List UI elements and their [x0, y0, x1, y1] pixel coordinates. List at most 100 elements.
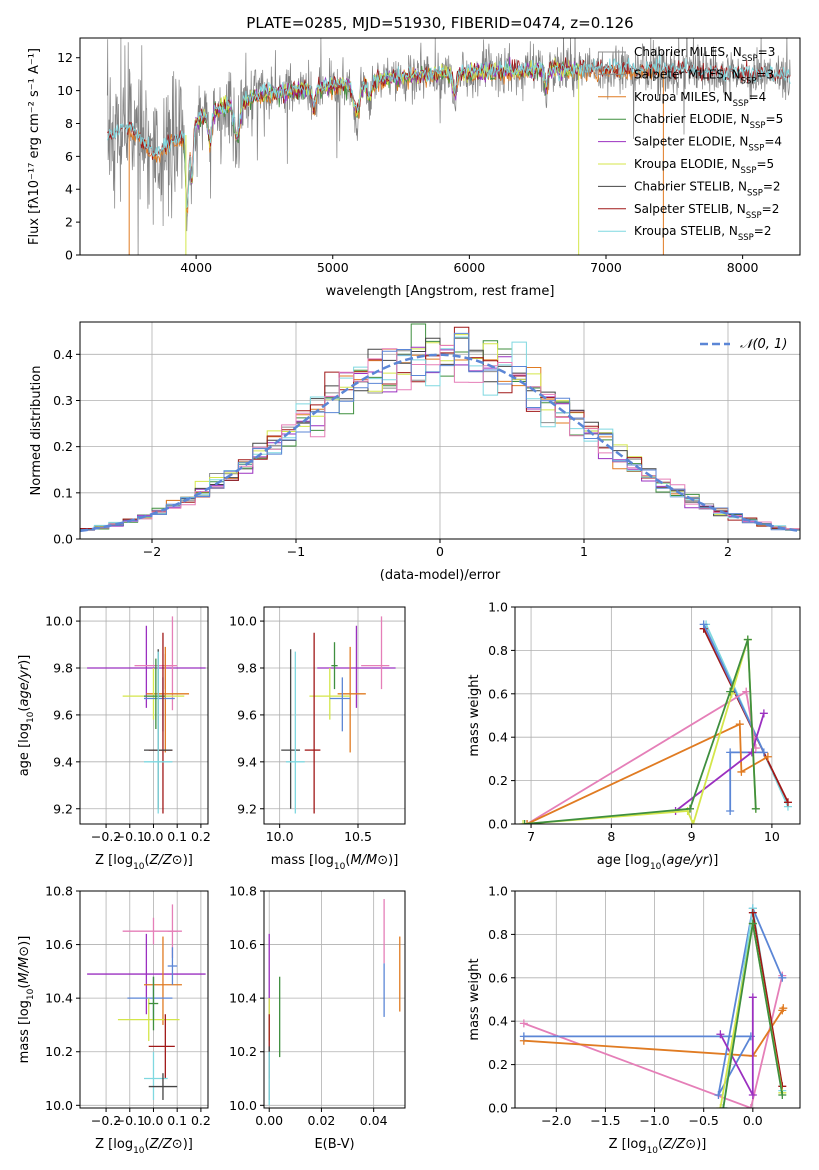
age-vs-metallicity-panel: −0.2−0.10.0 0.1 0.2 9.2 9.4 9.6 9.8 10.0 Z [log1… [17, 606, 211, 872]
y-tick-label: 0.3 [53, 393, 73, 408]
y-tick-label: 9.2 [53, 801, 73, 816]
grid-lines [264, 607, 405, 824]
axes-frame [514, 606, 801, 825]
y-tick-label: 10.2 [45, 1044, 73, 1059]
x-axis-label: age [log10(age/yr)] [597, 853, 719, 872]
weight-marker [748, 908, 757, 917]
y-tick-label: 9.6 [53, 707, 73, 722]
legend-label: Kroupa ELODIE, NSSP=5 [634, 157, 774, 176]
x-tick-label: 0.1 [167, 829, 187, 844]
grid-lines [80, 890, 208, 1108]
y-tick-label: 0.4 [488, 1014, 508, 1029]
x-tick-label: −1.0 [639, 1113, 669, 1128]
y-tick-label: 10.0 [45, 614, 73, 629]
plot-area [80, 323, 800, 533]
x-tick-label: −0.1 [115, 1113, 145, 1128]
y-tick-label: 10.8 [229, 884, 257, 899]
x-tick-label: 7000 [590, 260, 622, 275]
legend-label: Salpeter ELODIE, NSSP=4 [634, 135, 782, 154]
y-tick-label: 10 [57, 83, 73, 98]
weight-marker [726, 748, 735, 757]
y-axis-label: mass weight [467, 674, 482, 756]
plot-area [87, 616, 206, 814]
weight-marker [778, 1090, 787, 1099]
y-tick-label: 0.2 [488, 773, 508, 788]
weight-line [675, 713, 765, 812]
weight-marker [714, 1090, 723, 1099]
x-tick-label: 0.0 [743, 1113, 763, 1128]
legend-label: Kroupa STELIB, NSSP=2 [634, 224, 772, 243]
y-tick-label: 9.2 [237, 801, 257, 816]
weight-line [522, 639, 757, 824]
y-tick-label: 10.0 [45, 1098, 73, 1113]
x-tick-label: −2.0 [541, 1113, 571, 1128]
weight-marker [735, 720, 744, 729]
x-tick-label: −1 [287, 544, 305, 559]
y-tick-label: 9.4 [53, 754, 73, 769]
x-tick-label: 8000 [727, 260, 759, 275]
model-spectrum-line [106, 53, 791, 210]
weight-marker [699, 620, 708, 629]
observed-spectrum-line [106, 38, 791, 255]
mass-weight-vs-age-panel: 7 8 9 10 0.0 0.2 0.4 0.6 0.8 1.0 age [log10(age/yr… [467, 600, 801, 872]
x-tick-label: 2 [724, 544, 732, 559]
y-tick-label: 0.0 [488, 1101, 508, 1116]
mass-vs-metallicity-panel: −0.2−0.10.0 0.1 0.2 10.0 10.2 10.4 10.6 10.8 Z [… [17, 884, 211, 1157]
weight-marker [743, 635, 752, 644]
weight-marker [520, 820, 529, 824]
x-tick-label: 10 [764, 829, 780, 844]
legend-label: Chabrier MILES, NSSP=3 [634, 45, 775, 64]
grid-lines [515, 606, 800, 825]
x-tick-label: 0.2 [191, 829, 211, 844]
y-tick-label: 10.6 [229, 937, 257, 952]
plot-area [268, 899, 401, 1106]
weight-marker [759, 748, 768, 757]
x-tick-label: 0.02 [308, 1113, 336, 1128]
y-axis-label: age [log10(age/yr)] [17, 655, 36, 777]
mass-weight-vs-metallicity-panel: −2.0 −1.5 −1.0 −0.5 0.0 0.0 0.2 0.4 0.6 0.8 1.0 Z [… [467, 884, 801, 1156]
y-tick-label: 10.6 [45, 937, 73, 952]
axes-frame [79, 606, 209, 825]
axes-frame [263, 890, 406, 1109]
plot-area [281, 616, 396, 814]
y-tick-label: 9.8 [237, 660, 257, 675]
x-tick-label: 7 [527, 829, 535, 844]
x-tick-label: 0 [436, 544, 444, 559]
y-tick-label: 0.0 [53, 532, 73, 547]
weight-marker [759, 709, 768, 718]
weight-marker [746, 1104, 755, 1108]
grid-lines [80, 607, 208, 824]
axes-frame [514, 890, 801, 1109]
legend-label: Salpeter MILES, NSSP=3 [634, 67, 774, 86]
y-tick-label: 8 [65, 116, 73, 131]
legend-label: Chabrier ELODIE, NSSP=5 [634, 112, 783, 131]
residual-histogram [80, 332, 800, 531]
y-tick-label: 0.6 [488, 686, 508, 701]
plot-area [519, 620, 792, 824]
weight-marker [748, 919, 757, 928]
y-tick-label: 0.8 [488, 927, 508, 942]
weight-marker [737, 767, 746, 776]
y-tick-label: 9.8 [53, 660, 73, 675]
legend-label: 𝒩(0, 1) [740, 337, 787, 352]
legend-label: Salpeter STELIB, NSSP=2 [634, 202, 779, 221]
x-tick-label: −0.2 [91, 829, 121, 844]
y-tick-label: 0.1 [53, 485, 73, 500]
weight-marker [719, 1104, 728, 1108]
x-axis-label: Z [log10(Z/Z⊙)] [95, 853, 193, 872]
x-axis-label: Z [log10(Z/Z⊙)] [609, 1137, 707, 1156]
x-tick-label: −0.1 [115, 829, 145, 844]
weight-marker [763, 752, 772, 761]
weight-marker [519, 1019, 528, 1028]
grid-lines [515, 890, 800, 1109]
y-axis-label: Flux [fλ10⁻¹⁷ erg cm⁻² s⁻¹ A⁻¹] [27, 48, 42, 245]
x-tick-label: 6000 [453, 260, 485, 275]
weight-marker [742, 687, 751, 696]
x-axis-label: Z [log10(Z/Z⊙)] [95, 1137, 193, 1156]
y-tick-label: 0.4 [53, 347, 73, 362]
y-tick-label: 0.4 [488, 730, 508, 745]
y-tick-label: 0.2 [53, 439, 73, 454]
spectrum-legend: Chabrier MILES, NSSP=3 Salpeter MILES, NS… [598, 45, 783, 243]
weight-line [523, 905, 784, 1096]
